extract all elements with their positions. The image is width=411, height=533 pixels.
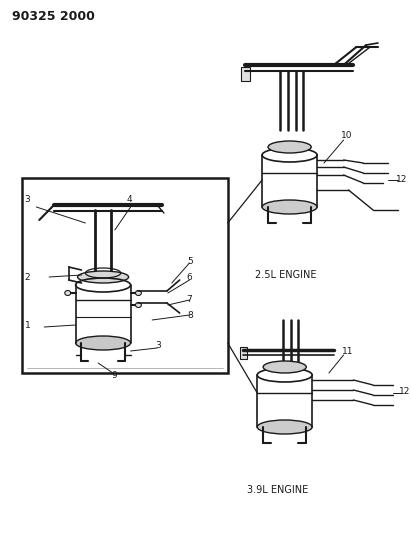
Ellipse shape — [136, 303, 141, 308]
Text: 12: 12 — [396, 174, 407, 183]
Text: 5: 5 — [187, 256, 193, 265]
Text: 7: 7 — [187, 295, 192, 303]
Text: 3: 3 — [25, 196, 30, 205]
Text: 11: 11 — [342, 346, 353, 356]
Ellipse shape — [257, 420, 312, 434]
Text: 3.9L ENGINE: 3.9L ENGINE — [247, 485, 309, 495]
Text: 8: 8 — [187, 311, 193, 319]
Ellipse shape — [268, 141, 311, 153]
Text: 4: 4 — [127, 196, 132, 205]
Ellipse shape — [136, 290, 141, 295]
Bar — [240, 347, 247, 359]
Text: 10: 10 — [341, 132, 352, 141]
Text: 2: 2 — [25, 272, 30, 281]
Text: 3: 3 — [155, 342, 161, 351]
Bar — [240, 67, 250, 81]
Text: 12: 12 — [399, 387, 410, 397]
Text: 6: 6 — [187, 273, 192, 282]
Ellipse shape — [65, 290, 71, 295]
Ellipse shape — [76, 336, 131, 350]
Ellipse shape — [262, 200, 317, 214]
Text: 9: 9 — [111, 370, 117, 379]
Text: 1: 1 — [25, 320, 30, 329]
Bar — [22, 178, 228, 373]
Text: 2.5L ENGINE: 2.5L ENGINE — [255, 270, 317, 280]
Ellipse shape — [78, 271, 129, 283]
Ellipse shape — [263, 361, 306, 373]
Text: 90325 2000: 90325 2000 — [12, 10, 95, 22]
